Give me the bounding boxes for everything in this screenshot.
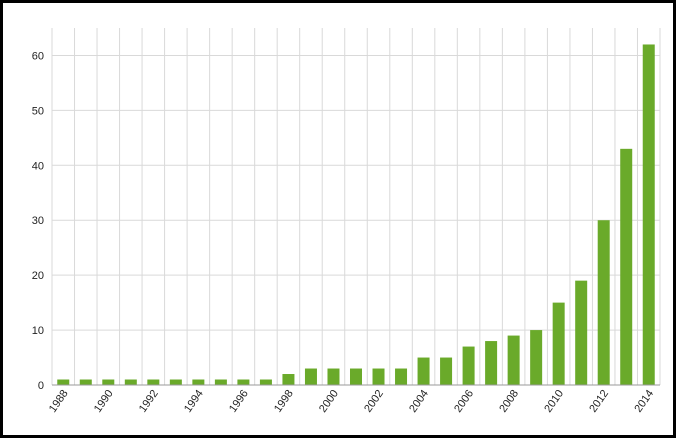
bar-1998 — [282, 374, 295, 385]
bar-2008 — [507, 335, 520, 385]
bar-2003 — [395, 368, 408, 385]
x-tick-label: 2004 — [407, 388, 431, 415]
y-tick-label: 50 — [32, 105, 44, 117]
x-tick-label: 2014 — [632, 388, 656, 415]
x-tick-label: 1992 — [137, 388, 161, 415]
bar-2012 — [597, 220, 610, 385]
x-tick-label: 1990 — [92, 388, 116, 415]
bar-1999 — [304, 368, 317, 385]
bar-1996 — [237, 379, 250, 385]
bar-2014 — [642, 44, 655, 385]
y-tick-label: 40 — [32, 160, 44, 172]
bar-2009 — [530, 330, 543, 385]
x-tick-label: 2008 — [497, 388, 521, 415]
x-tick-label: 2002 — [362, 388, 386, 415]
bar-1989 — [79, 379, 92, 385]
y-tick-label: 10 — [32, 325, 44, 337]
bar-2004 — [417, 357, 430, 385]
bar-2013 — [620, 148, 633, 385]
bar-2001 — [350, 368, 362, 385]
y-tick-label: 60 — [32, 50, 44, 62]
x-tick-label: 2006 — [452, 388, 476, 415]
bar-1993 — [169, 379, 182, 385]
x-tick-label: 1998 — [272, 388, 296, 415]
x-tick-label: 2000 — [317, 388, 341, 415]
bars — [57, 44, 655, 385]
bar-1991 — [124, 379, 137, 385]
bar-2006 — [462, 346, 475, 385]
bar-2002 — [372, 368, 385, 385]
bar-2011 — [575, 280, 588, 385]
x-tick-label: 2010 — [542, 388, 566, 415]
bar-1995 — [214, 379, 227, 385]
grid-lines — [51, 28, 661, 386]
bar-2005 — [440, 357, 453, 385]
bar-2007 — [485, 341, 498, 385]
x-tick-label: 1994 — [182, 388, 206, 415]
x-tick-label: 1988 — [47, 388, 71, 415]
bar-2010 — [552, 302, 565, 385]
bar-1988 — [57, 379, 70, 385]
bar-1997 — [259, 379, 272, 385]
x-tick-label: 1996 — [227, 388, 251, 415]
bar-1992 — [147, 379, 160, 385]
x-tick-label: 2012 — [587, 388, 611, 415]
bar-2000 — [327, 368, 340, 385]
bar-1990 — [102, 379, 115, 385]
y-tick-label: 0 — [38, 380, 44, 392]
y-tick-label: 30 — [32, 215, 44, 227]
bar-1994 — [192, 379, 205, 385]
y-tick-label: 20 — [32, 270, 44, 282]
